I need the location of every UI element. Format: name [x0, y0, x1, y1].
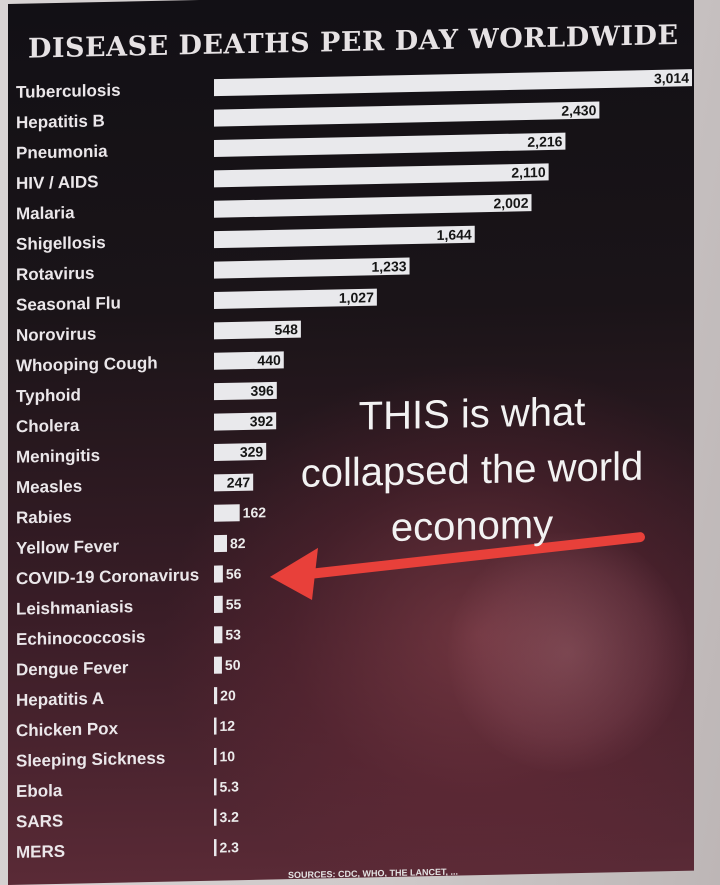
bar [214, 473, 254, 492]
bar [214, 565, 223, 583]
category-label: Yellow Fever [16, 537, 119, 558]
category-label: Dengue Fever [16, 658, 129, 679]
bar [214, 288, 377, 309]
bar [214, 194, 532, 218]
value-label: 3.2 [220, 809, 240, 825]
bar [214, 808, 217, 826]
value-label: 396 [250, 382, 274, 398]
bar [214, 225, 475, 249]
category-label: Tuberculosis [16, 81, 121, 102]
value-label: 162 [243, 504, 267, 520]
value-label: 82 [230, 535, 246, 551]
category-label: Typhoid [16, 385, 81, 405]
arrow-shaft [303, 532, 645, 580]
value-label: 2,216 [527, 133, 562, 150]
category-label: SARS [16, 811, 63, 831]
bars-layer: Tuberculosis 3,014 Hepatitis B 2,430 Pneumon… [16, 69, 692, 862]
annotation-line-3: economy [390, 502, 554, 550]
bar [214, 534, 228, 553]
category-label: Ebola [16, 781, 63, 801]
bar [214, 656, 222, 674]
bar [214, 351, 284, 370]
bar [214, 504, 240, 522]
value-label: 2,430 [561, 102, 596, 119]
category-label: COVID-19 Coronavirus [16, 565, 199, 588]
value-label: 12 [220, 718, 236, 734]
category-label: MERS [16, 842, 65, 862]
bar [214, 69, 692, 97]
value-label: 1,027 [339, 289, 374, 306]
bar [214, 132, 566, 157]
value-label: 2,002 [493, 195, 528, 212]
bar [214, 747, 217, 765]
category-label: Meningitis [16, 446, 100, 467]
bar [214, 412, 277, 431]
bar [214, 626, 223, 644]
category-label: Whooping Cough [16, 353, 158, 375]
value-label: 2.3 [220, 839, 240, 855]
category-label: Shigellosis [16, 233, 106, 254]
bar [214, 687, 218, 705]
bar-chart: Tuberculosis 3,014 Hepatitis B 2,430 Pneumon… [16, 69, 692, 862]
bar [214, 839, 217, 857]
value-label: 3,014 [654, 70, 689, 87]
value-label: 1,233 [372, 258, 407, 275]
category-label: Cholera [16, 416, 80, 436]
category-label: Rabies [16, 507, 72, 527]
category-label: Norovirus [16, 324, 96, 345]
value-label: 5.3 [220, 778, 240, 794]
bar [214, 717, 217, 735]
annotation-text: THIS is what collapsed the world economy [262, 382, 682, 559]
category-label: Malaria [16, 203, 75, 223]
value-label: 53 [225, 626, 241, 642]
value-label: 1,644 [437, 226, 472, 243]
value-label: 329 [240, 443, 264, 459]
bar [214, 257, 410, 279]
bar [214, 442, 267, 461]
category-label: Pneumonia [16, 142, 108, 163]
value-label: 2,110 [511, 164, 545, 181]
infographic-panel: DISEASE DEATHS PER DAY WORLDWIDE Tubercu… [8, 0, 694, 885]
value-label: 10 [220, 748, 236, 764]
value-label: 440 [257, 352, 281, 368]
category-label: Hepatitis B [16, 111, 105, 132]
category-label: Sleeping Sickness [16, 749, 165, 771]
annotation-line-2: collapsed the world [300, 444, 644, 496]
bar [214, 595, 223, 613]
arrow-head [270, 547, 318, 601]
category-label: Measles [16, 477, 82, 497]
value-label: 247 [227, 474, 251, 490]
value-label: 548 [275, 321, 299, 337]
category-label: Leishmaniasis [16, 597, 133, 618]
bar [214, 101, 600, 127]
value-label: 55 [226, 596, 242, 612]
annotation-arrow [270, 532, 645, 601]
value-label: 56 [226, 566, 242, 582]
value-label: 50 [225, 657, 241, 673]
bar [214, 163, 549, 188]
category-label: HIV / AIDS [16, 172, 98, 193]
category-label: Chicken Pox [16, 719, 119, 740]
category-label: Hepatitis A [16, 689, 104, 710]
category-label: Echinococcosis [16, 627, 145, 649]
category-label: Rotavirus [16, 264, 94, 285]
value-label: 20 [220, 687, 236, 703]
annotation-line-1: THIS is what [358, 389, 586, 439]
bar [214, 320, 301, 340]
bar [214, 778, 217, 796]
value-label: 392 [250, 413, 274, 429]
bar [214, 381, 277, 401]
category-label: Seasonal Flu [16, 293, 121, 314]
